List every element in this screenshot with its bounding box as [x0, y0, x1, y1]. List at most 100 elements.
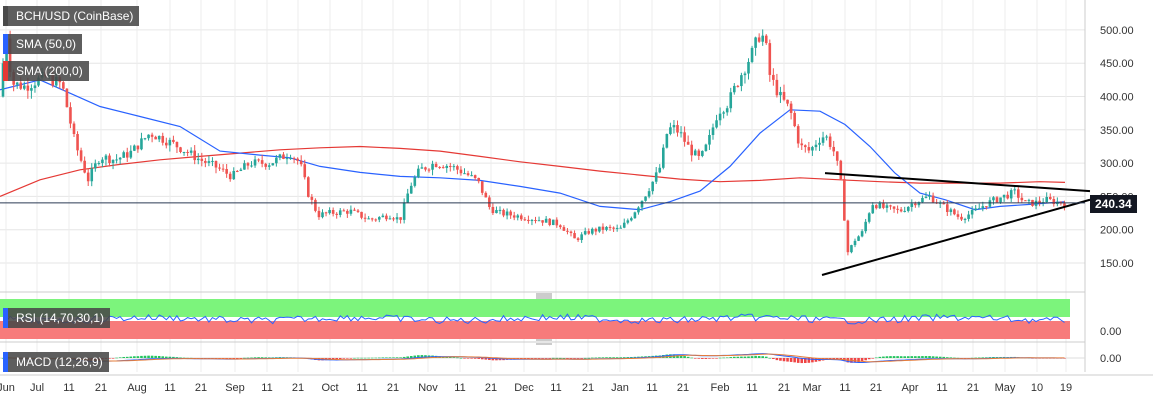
candle-body	[83, 160, 86, 173]
macd-histogram-bar	[889, 356, 892, 358]
macd-histogram-bar	[885, 356, 889, 358]
candle-body	[520, 215, 523, 220]
x-tick-label: 11	[261, 382, 272, 394]
macd-histogram-bar	[896, 356, 899, 358]
candle-body	[832, 146, 835, 152]
legend-pair[interactable]: BCH/USD (CoinBase)	[3, 6, 140, 26]
macd-histogram-bar	[725, 357, 729, 359]
macd-histogram-bar	[484, 358, 488, 360]
candle-body	[512, 215, 516, 218]
macd-histogram-bar	[157, 355, 161, 358]
macd-histogram-bar	[548, 358, 551, 359]
candle-body	[864, 221, 867, 232]
macd-histogram-bar	[878, 356, 882, 358]
x-tick-label: 21	[485, 382, 497, 394]
macd-histogram-bar	[530, 358, 534, 359]
legend-rsi-label: RSI (14,70,30,1)	[16, 311, 105, 325]
candle-body	[672, 125, 676, 128]
macd-histogram-bar	[420, 355, 424, 358]
macd-histogram-bar	[970, 357, 974, 359]
macd-histogram-bar	[491, 358, 495, 361]
candle-body	[324, 212, 328, 214]
legend-rsi[interactable]: RSI (14,70,30,1)	[3, 308, 111, 328]
macd-histogram-bar	[718, 357, 722, 359]
legend-swatch-sma-50	[3, 34, 8, 54]
candle-body	[953, 209, 956, 215]
macd-histogram-bar	[108, 358, 111, 359]
candle-body	[587, 231, 591, 234]
macd-signal-line	[2, 353, 1065, 363]
macd-histogram-bar	[942, 356, 946, 358]
macd-histogram-bar	[715, 358, 718, 359]
candle-body	[970, 210, 974, 215]
candle-body	[385, 215, 388, 220]
candle-body	[271, 163, 275, 166]
macd-histogram-bar	[693, 358, 697, 359]
candle-body	[640, 200, 644, 208]
macd-histogram-bar	[594, 357, 598, 359]
candle-body	[143, 138, 147, 140]
legend-sma-50[interactable]: SMA (50,0)	[3, 34, 83, 54]
legend-macd[interactable]: MACD (12,26,9)	[3, 352, 109, 372]
macd-histogram-bar	[395, 357, 399, 358]
candle-body	[161, 135, 165, 143]
x-tick-label: 11	[454, 382, 465, 394]
x-tick-label: 21	[292, 382, 304, 394]
candle-body	[605, 226, 608, 230]
macd-histogram-bar	[740, 356, 743, 358]
candle-body	[193, 150, 196, 161]
candle-body	[76, 134, 79, 151]
macd-histogram-bar	[871, 358, 875, 359]
candle-body	[200, 158, 204, 161]
x-tick-label: Jan	[611, 382, 629, 394]
candle-body	[26, 85, 30, 91]
legend-sma-200-label: SMA (200,0)	[16, 64, 83, 78]
candle-body	[807, 147, 811, 151]
macd-histogram-bar	[179, 357, 182, 359]
macd-histogram-bar	[356, 357, 360, 359]
candle-body	[122, 152, 125, 158]
candle-body	[963, 218, 967, 220]
candle-body	[523, 219, 527, 221]
macd-histogram-bar	[860, 358, 864, 362]
y-tick-label: 500.00	[1100, 25, 1134, 37]
macd-histogram-bar	[172, 356, 175, 358]
candle-body	[452, 166, 456, 168]
macd-histogram-bar	[150, 355, 154, 358]
candle-body	[559, 225, 562, 228]
x-tick-label: 21	[677, 382, 689, 394]
x-tick-label: 21	[582, 382, 594, 394]
macd-histogram-bar	[917, 356, 921, 358]
candle-body	[839, 160, 843, 180]
macd-histogram-bar	[413, 355, 417, 358]
candle-body	[622, 222, 626, 228]
macd-histogram-bar	[253, 357, 257, 358]
candle-body	[186, 151, 189, 153]
candle-body	[551, 219, 555, 226]
macd-histogram-bar	[569, 358, 573, 359]
macd-histogram-bar	[161, 356, 165, 358]
macd-histogram-bar	[914, 356, 917, 358]
candle-body	[307, 177, 310, 197]
macd-histogram-bar	[555, 357, 559, 359]
y-tick-label: 350.00	[1100, 125, 1134, 137]
x-tick-label: Dec	[514, 382, 534, 394]
candle-body	[875, 205, 878, 209]
candle-body	[69, 107, 72, 124]
macd-histogram-bar	[353, 357, 356, 359]
candle-body	[179, 147, 182, 152]
macd-histogram-bar	[729, 357, 733, 358]
macd-histogram-bar	[701, 358, 704, 359]
macd-histogram-bar	[601, 357, 605, 358]
legend-swatch-rsi	[3, 308, 8, 328]
candle-body	[19, 82, 23, 89]
candle-body	[335, 213, 338, 215]
legend-sma-200[interactable]: SMA (200,0)	[3, 61, 89, 81]
candle-body	[548, 218, 551, 226]
candle-body	[882, 203, 885, 208]
legend-swatch-sma-200	[3, 61, 8, 81]
candle-body	[946, 204, 949, 213]
x-tick-label: 21	[387, 382, 399, 394]
candle-body	[892, 206, 896, 209]
candle-body	[282, 154, 285, 159]
